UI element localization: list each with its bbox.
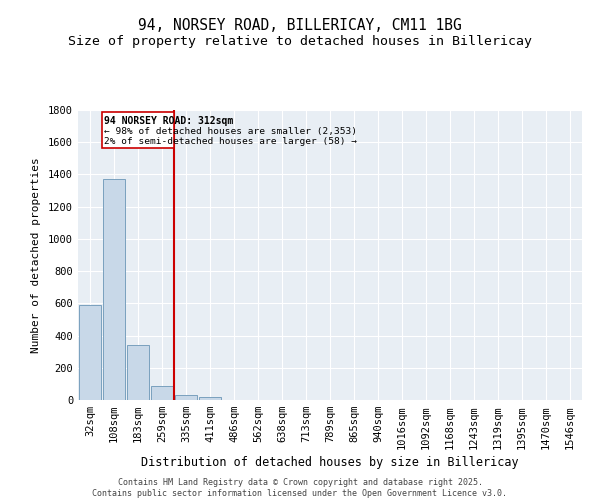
Text: Contains HM Land Registry data © Crown copyright and database right 2025.
Contai: Contains HM Land Registry data © Crown c… bbox=[92, 478, 508, 498]
Bar bbox=[199, 397, 221, 400]
Text: 94 NORSEY ROAD: 312sqm: 94 NORSEY ROAD: 312sqm bbox=[104, 116, 233, 126]
Bar bbox=[175, 395, 197, 400]
Bar bbox=[127, 345, 149, 400]
X-axis label: Distribution of detached houses by size in Billericay: Distribution of detached houses by size … bbox=[141, 456, 519, 468]
Bar bbox=[151, 386, 173, 400]
Bar bbox=[103, 180, 125, 400]
Text: Size of property relative to detached houses in Billericay: Size of property relative to detached ho… bbox=[68, 35, 532, 48]
Y-axis label: Number of detached properties: Number of detached properties bbox=[31, 157, 41, 353]
Text: 2% of semi-detached houses are larger (58) →: 2% of semi-detached houses are larger (5… bbox=[104, 136, 358, 145]
Text: 94, NORSEY ROAD, BILLERICAY, CM11 1BG: 94, NORSEY ROAD, BILLERICAY, CM11 1BG bbox=[138, 18, 462, 32]
Bar bbox=[79, 305, 101, 400]
Text: ← 98% of detached houses are smaller (2,353): ← 98% of detached houses are smaller (2,… bbox=[104, 127, 358, 136]
FancyBboxPatch shape bbox=[103, 112, 173, 148]
